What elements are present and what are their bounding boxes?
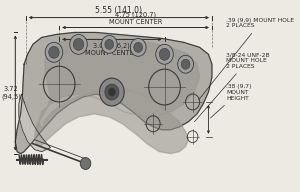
Circle shape xyxy=(156,44,173,64)
Circle shape xyxy=(49,46,59,58)
Text: 5.55 (141,0): 5.55 (141,0) xyxy=(95,6,142,15)
Text: 3.00 (76,2)
MOUNT CENTER: 3.00 (76,2) MOUNT CENTER xyxy=(85,42,139,56)
Circle shape xyxy=(73,38,84,50)
Text: 4.75 (120,7)
MOUNT CENTER: 4.75 (120,7) MOUNT CENTER xyxy=(109,11,162,25)
Text: 3.72
(94,5): 3.72 (94,5) xyxy=(1,86,21,100)
Circle shape xyxy=(159,48,170,60)
Polygon shape xyxy=(34,39,200,154)
Circle shape xyxy=(80,158,91,170)
Polygon shape xyxy=(19,94,50,152)
Polygon shape xyxy=(15,32,212,154)
Text: 3/8-24 UNF-2B
MOUNT HOLE
2 PLACES: 3/8-24 UNF-2B MOUNT HOLE 2 PLACES xyxy=(194,52,270,122)
Circle shape xyxy=(105,39,114,49)
Circle shape xyxy=(134,42,142,52)
Circle shape xyxy=(178,55,194,73)
Circle shape xyxy=(108,88,116,96)
Circle shape xyxy=(181,59,190,69)
Circle shape xyxy=(100,78,124,106)
Circle shape xyxy=(101,36,117,53)
Circle shape xyxy=(45,42,63,62)
Circle shape xyxy=(130,38,146,56)
Text: .38 (9,7)
MOUNT
HEIGHT: .38 (9,7) MOUNT HEIGHT xyxy=(211,84,251,118)
Text: .39 (9,9) MOUNT HOLE
2 PLACES: .39 (9,9) MOUNT HOLE 2 PLACES xyxy=(199,18,294,100)
Circle shape xyxy=(105,84,119,100)
Circle shape xyxy=(70,34,87,54)
